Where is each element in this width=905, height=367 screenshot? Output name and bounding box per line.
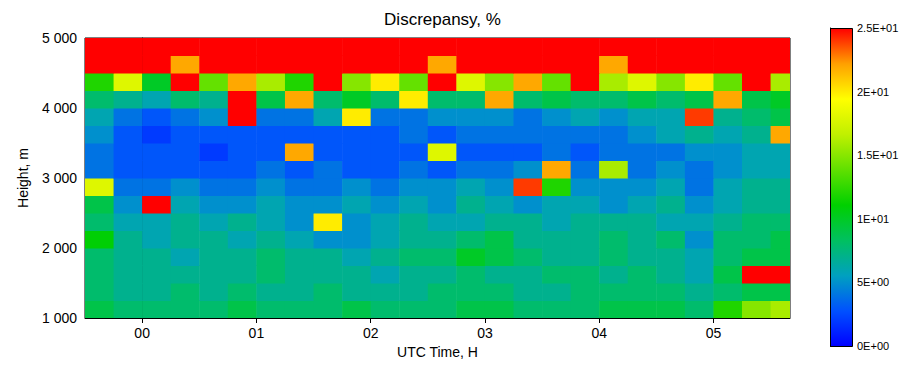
svg-text:2E+01: 2E+01 [857, 86, 889, 98]
svg-text:02: 02 [363, 325, 379, 341]
svg-text:3 000: 3 000 [42, 170, 77, 186]
svg-text:Height, m: Height, m [15, 148, 31, 208]
svg-text:1.5E+01: 1.5E+01 [857, 149, 898, 161]
svg-text:05: 05 [706, 325, 722, 341]
svg-text:5 000: 5 000 [42, 30, 77, 46]
svg-text:03: 03 [477, 325, 493, 341]
svg-text:4 000: 4 000 [42, 100, 77, 116]
svg-text:UTC Time, H: UTC Time, H [397, 344, 478, 360]
svg-text:1E+01: 1E+01 [857, 213, 889, 225]
svg-text:Discrepansy, %: Discrepansy, % [384, 10, 501, 29]
svg-text:5E+00: 5E+00 [857, 276, 889, 288]
svg-text:0E+00: 0E+00 [857, 340, 889, 352]
svg-text:2.5E+01: 2.5E+01 [857, 22, 898, 34]
svg-text:2 000: 2 000 [42, 240, 77, 256]
svg-text:00: 00 [134, 325, 150, 341]
svg-text:1 000: 1 000 [42, 310, 77, 326]
svg-text:01: 01 [249, 325, 265, 341]
svg-text:04: 04 [591, 325, 607, 341]
